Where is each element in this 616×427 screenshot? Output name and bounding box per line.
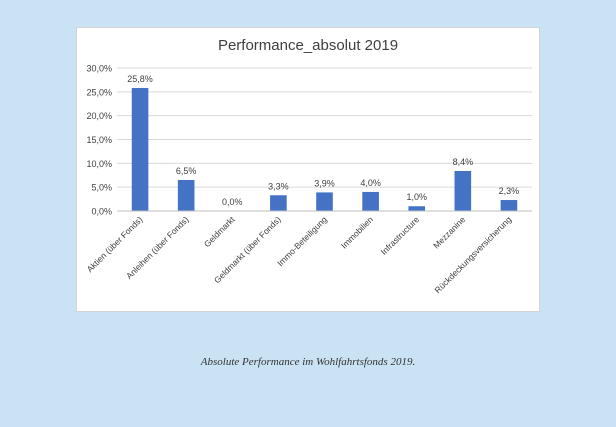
x-tick-label: Infrastructure: [379, 214, 422, 257]
x-tick-label: Mezzanine: [431, 214, 467, 250]
y-tick-label: 25,0%: [86, 87, 112, 97]
chart-panel: Performance_absolut 2019 0,0% 5,0% 10,0% 15…: [76, 27, 540, 312]
bar: [454, 170, 472, 211]
figure-caption: Absolute Performance im Wohlfahrtsfonds …: [200, 356, 416, 368]
bar: [500, 200, 518, 211]
bar: [316, 192, 333, 211]
data-label: 8,4%: [453, 157, 474, 167]
bar-chart: 0,0%5,0%10,0%15,0%20,0%25,0%30,0%25,8%Ak…: [85, 64, 532, 295]
bar: [177, 180, 195, 211]
bar: [362, 191, 379, 211]
chart-title: Performance_absolut 2019: [217, 37, 399, 54]
data-label: 3,9%: [314, 178, 335, 188]
bar: [408, 206, 426, 211]
y-tick-label: 10,0%: [86, 159, 112, 169]
y-tick-label: 5,0%: [91, 183, 112, 193]
y-tick-label: 30,0%: [86, 64, 112, 74]
data-label: 1,0%: [406, 192, 427, 202]
bar: [131, 88, 149, 211]
y-tick-label: 20,0%: [86, 111, 112, 121]
y-tick-label: 15,0%: [86, 135, 112, 145]
bar: [270, 195, 287, 211]
data-label: 4,0%: [360, 178, 381, 188]
data-label: 3,3%: [268, 181, 289, 191]
y-tick-label: 0,0%: [91, 207, 112, 217]
data-label: 2,3%: [499, 186, 520, 196]
x-tick-label: Rückdeckungsversicherung: [432, 214, 513, 295]
x-tick-label: Immobilien: [339, 214, 375, 250]
x-tick-label: Immo-Beteiligung: [275, 214, 329, 268]
data-label: 6,5%: [176, 166, 197, 176]
x-tick-label: Geldmarkt: [202, 214, 237, 249]
data-label: 25,8%: [127, 74, 153, 84]
data-label: 0,0%: [222, 197, 243, 207]
